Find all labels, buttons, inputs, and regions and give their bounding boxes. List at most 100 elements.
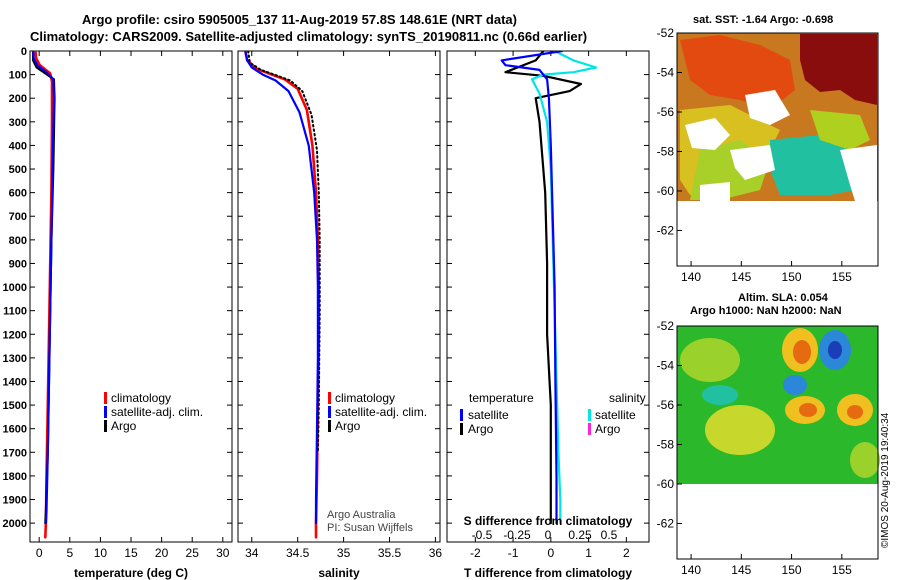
sla-map-x-tick-label: 145 bbox=[731, 563, 751, 577]
chart-title-line2: Climatology: CARS2009. Satellite-adjuste… bbox=[30, 29, 588, 44]
difference-series-t-argo bbox=[504, 51, 583, 525]
difference-series-s-satellite bbox=[530, 51, 598, 525]
y-tick-label: 1800 bbox=[3, 471, 27, 483]
salinity-annotation: Argo Australia bbox=[327, 509, 396, 521]
chart-title-line1: Argo profile: csiro 5905005_137 11-Aug-2… bbox=[82, 12, 517, 27]
y-tick-label: 1000 bbox=[3, 282, 27, 294]
sst-gap bbox=[685, 118, 730, 150]
sla-anomaly bbox=[828, 341, 842, 359]
y-tick-label: 300 bbox=[9, 117, 27, 129]
sst-map-y-tick-label: -52 bbox=[657, 26, 675, 40]
sla-map-subtitle: Argo h1000: NaN h2000: NaN bbox=[690, 305, 842, 317]
y-tick-label: 700 bbox=[9, 211, 27, 223]
temperature-panel: 0100200300400500600700800900100011001200… bbox=[3, 46, 233, 580]
y-tick-label: 600 bbox=[9, 188, 27, 200]
sla-anomaly bbox=[850, 442, 880, 478]
sla-map-y-tick-label: -58 bbox=[657, 437, 675, 451]
y-tick-label: 800 bbox=[9, 235, 27, 247]
salinity-series-group bbox=[244, 51, 321, 539]
y-tick-label: 200 bbox=[9, 93, 27, 105]
y-tick-label: 1300 bbox=[3, 353, 27, 365]
difference-secondary-tick-label: -0.5 bbox=[472, 528, 493, 542]
difference-legend-label: satellite bbox=[595, 408, 636, 422]
temperature-x-tick-label: 10 bbox=[94, 546, 108, 560]
y-tick-label: 1400 bbox=[3, 376, 27, 388]
difference-x-tick-label: -2 bbox=[470, 546, 481, 560]
salinity-legend-swatch bbox=[328, 420, 331, 432]
sla-map-x-tick-label: 140 bbox=[681, 563, 701, 577]
sst-map-x-tick-label: 140 bbox=[681, 270, 701, 284]
sla-anomaly bbox=[793, 340, 811, 364]
salinity-x-axis-label: salinity bbox=[318, 566, 360, 580]
salinity-x-tick-label: 35.5 bbox=[378, 546, 402, 560]
sst-map-y-tick-label: -54 bbox=[657, 65, 675, 79]
temperature-series-satellite-adj-clim- bbox=[31, 51, 56, 525]
difference-secondary-tick-label: 0.5 bbox=[601, 528, 618, 542]
sla-anomaly bbox=[783, 375, 807, 395]
y-tick-label: 500 bbox=[9, 164, 27, 176]
temperature-series-group bbox=[31, 51, 56, 539]
temperature-x-tick-label: 25 bbox=[186, 546, 200, 560]
difference-panel: -2 -1 0 1 2 T difference from climatology bbox=[446, 50, 650, 580]
difference-legend-swatch bbox=[588, 409, 591, 421]
sst-map-y-tick-label: -60 bbox=[657, 184, 675, 198]
salinity-panel: 34 34.5 35 35.5 36 salinity bbox=[237, 50, 442, 580]
temperature-x-tick-label: 30 bbox=[216, 546, 230, 560]
salinity-legend-label: climatology bbox=[335, 391, 395, 405]
difference-frame bbox=[446, 50, 650, 543]
difference-secondary-tick-label: -0.25 bbox=[503, 528, 531, 542]
difference-legend-label: satellite bbox=[468, 408, 509, 422]
salinity-frame bbox=[237, 50, 441, 543]
y-tick-label: 1900 bbox=[3, 495, 27, 507]
sla-map-x-tick-label: 150 bbox=[782, 563, 802, 577]
sst-map-frame bbox=[676, 32, 879, 267]
difference-legend-title: temperature bbox=[469, 391, 534, 405]
temperature-x-axis-label: temperature (deg C) bbox=[74, 566, 188, 580]
sla-map-y-tick-label: -60 bbox=[657, 477, 675, 491]
salinity-series-argo bbox=[247, 51, 321, 454]
sla-map-title: Altim. SLA: 0.054 bbox=[738, 292, 828, 304]
sla-map-y-tick-label: -62 bbox=[657, 516, 675, 530]
y-tick-label: 1600 bbox=[3, 424, 27, 436]
sla-anomaly bbox=[799, 403, 817, 417]
sla-map-y-tick-label: -52 bbox=[657, 319, 675, 333]
sst-gap bbox=[730, 145, 775, 180]
sst-map-y-tick-label: -58 bbox=[657, 144, 675, 158]
sst-map-y-tick-label: -56 bbox=[657, 105, 675, 119]
sst-cool-patch bbox=[770, 135, 855, 195]
sla-anomaly bbox=[702, 385, 738, 405]
salinity-x-tick-label: 34.5 bbox=[286, 546, 310, 560]
temperature-legend-swatch bbox=[104, 420, 107, 432]
sst-map-x-tick-label: 155 bbox=[832, 270, 852, 284]
difference-x-tick-label: -1 bbox=[508, 546, 519, 560]
salinity-legend-swatch bbox=[328, 406, 331, 418]
sst-gap bbox=[745, 90, 790, 125]
difference-secondary-tick-label: 0.25 bbox=[568, 528, 592, 542]
difference-x-tick-label: 0 bbox=[547, 546, 554, 560]
y-tick-label: 1200 bbox=[3, 329, 27, 341]
difference-legend-label: Argo bbox=[468, 422, 494, 436]
temperature-x-tick-label: 15 bbox=[124, 546, 138, 560]
sst-gap bbox=[700, 182, 730, 201]
y-tick-label: 400 bbox=[9, 140, 27, 152]
salinity-legend-label: satellite-adj. clim. bbox=[335, 405, 427, 419]
sla-anomaly bbox=[680, 338, 740, 382]
y-tick-label: 100 bbox=[9, 70, 27, 82]
sst-gap bbox=[840, 145, 877, 201]
difference-legend-label: Argo bbox=[595, 422, 621, 436]
sla-map-x-tick-label: 155 bbox=[832, 563, 852, 577]
salinity-legend-swatch bbox=[328, 392, 331, 404]
temperature-legend-swatch bbox=[104, 392, 107, 404]
difference-x-axis-label: T difference from climatology bbox=[464, 566, 632, 580]
temperature-legend-label: Argo bbox=[111, 419, 137, 433]
salinity-legend-label: Argo bbox=[335, 419, 361, 433]
sst-warm-patch bbox=[680, 35, 795, 110]
sla-anomaly bbox=[705, 405, 775, 455]
difference-secondary-axis-label: S difference from climatology bbox=[464, 514, 633, 528]
sst-cool-patch bbox=[810, 110, 870, 150]
sst-map-title: sat. SST: -1.64 Argo: -0.698 bbox=[693, 14, 834, 26]
sla-map-y-tick-label: -56 bbox=[657, 398, 675, 412]
difference-series-t-satellite bbox=[500, 51, 564, 525]
difference-secondary-tick-label: 0 bbox=[545, 528, 552, 542]
